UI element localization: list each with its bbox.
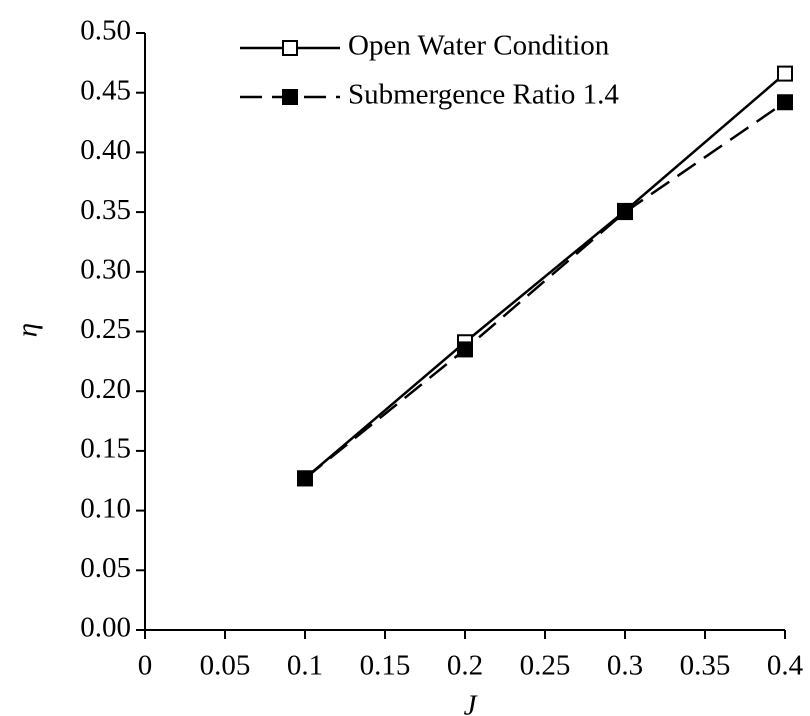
- x-tick-label: 0.25: [520, 650, 571, 682]
- x-tick-label: 0.15: [360, 650, 411, 682]
- series-line: [304, 101, 786, 480]
- marker: [297, 470, 313, 487]
- x-tick-label: 0.1: [287, 650, 323, 682]
- y-tick-label: 0.05: [80, 552, 131, 584]
- x-tick-label: 0.35: [680, 650, 731, 682]
- x-tick-label: 0.4: [767, 650, 804, 682]
- y-tick-label: 0.35: [80, 194, 131, 226]
- x-tick-label: 0.3: [607, 650, 643, 682]
- y-tick-label: 0.30: [80, 253, 131, 285]
- y-tick-label: 0.45: [80, 74, 131, 106]
- x-tick-label: 0.05: [200, 650, 251, 682]
- y-tick-label: 0.40: [80, 134, 131, 166]
- series-line: [304, 72, 786, 480]
- marker: [457, 341, 473, 358]
- y-tick-label: 0.25: [80, 313, 131, 345]
- marker: [617, 204, 633, 221]
- y-tick-label: 0.00: [80, 612, 131, 644]
- marker: [777, 65, 793, 82]
- y-axis-title: η: [12, 323, 44, 337]
- legend-label: Open Water Condition: [348, 30, 610, 62]
- legend-label: Submergence Ratio 1.4: [348, 79, 619, 111]
- x-axis-title: J: [464, 690, 478, 716]
- legend-marker: [282, 40, 298, 56]
- y-tick-label: 0.10: [80, 492, 131, 524]
- marker: [777, 94, 793, 111]
- x-tick-label: 0.2: [447, 650, 483, 682]
- y-tick-label: 0.50: [80, 15, 131, 47]
- legend-marker: [282, 89, 298, 105]
- x-tick-label: 0: [138, 650, 153, 682]
- y-tick-label: 0.15: [80, 433, 131, 465]
- y-tick-label: 0.20: [80, 373, 131, 405]
